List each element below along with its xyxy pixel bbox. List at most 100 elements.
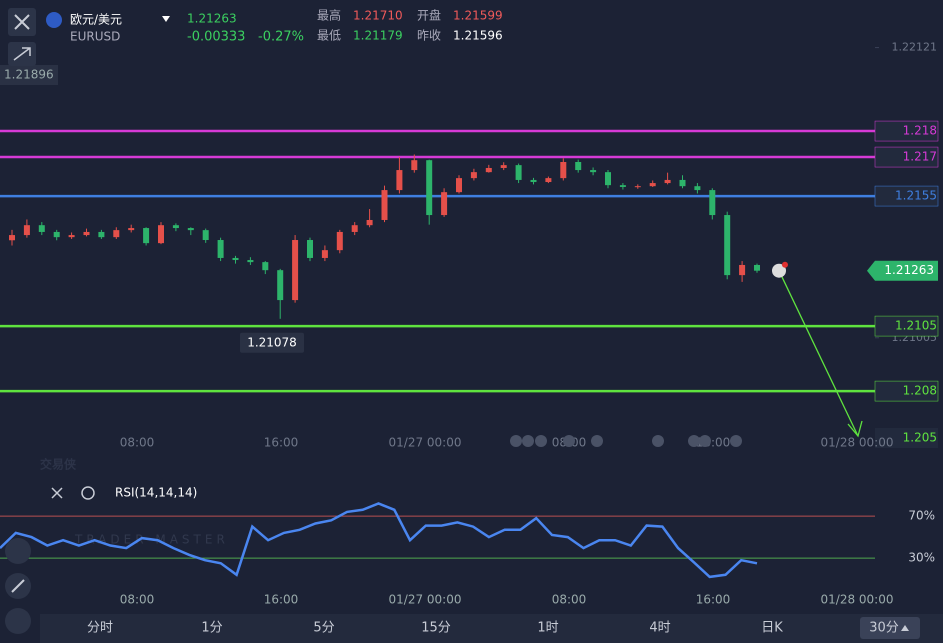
candle-body xyxy=(83,231,90,236)
candle-body xyxy=(366,219,373,226)
candle-body xyxy=(262,262,269,271)
target-arrow xyxy=(778,270,859,437)
tab[interactable]: 日K xyxy=(761,621,783,636)
candle-body xyxy=(470,172,477,179)
candle-body xyxy=(38,225,45,232)
current-price-box xyxy=(867,260,938,281)
stat-label: 最高 xyxy=(317,8,341,23)
candle-body xyxy=(724,215,731,276)
candle-body xyxy=(739,264,746,276)
tab-active[interactable] xyxy=(860,617,920,639)
tab[interactable]: 15分 xyxy=(421,621,451,636)
candle-body xyxy=(232,257,239,261)
symbol-name[interactable]: 欧元/美元 xyxy=(70,13,122,27)
candle-body xyxy=(351,225,358,232)
candle-body xyxy=(485,167,492,173)
rsi-close[interactable] xyxy=(51,487,63,499)
stat-label: 开盘 xyxy=(417,8,441,23)
stat-value: 1.21599 xyxy=(453,9,503,23)
x-tick-label: 16:00 xyxy=(264,436,299,450)
price-chart: 1.221211.210051.2181.2171.21551.21051.20… xyxy=(0,41,939,450)
candle-body xyxy=(158,225,164,244)
collapse-icon xyxy=(13,47,31,61)
tab-bar xyxy=(40,614,943,643)
x-tick-label: 01/28 00:00 xyxy=(821,593,894,607)
x-tick-label: 08:00 xyxy=(120,436,155,450)
candle-body xyxy=(619,185,626,187)
candle-body xyxy=(456,178,462,193)
candle-body xyxy=(143,228,150,244)
cursor-box xyxy=(0,65,58,85)
candle-body xyxy=(247,260,254,263)
rsi-tick-label: 70% xyxy=(908,509,935,523)
candle-body xyxy=(664,179,671,184)
event-dot[interactable] xyxy=(535,435,547,447)
level-label: 1.218 xyxy=(903,124,937,138)
rsi-line xyxy=(0,502,758,579)
rsi-label: RSI(14,14,14) xyxy=(115,486,197,500)
event-dot[interactable] xyxy=(522,435,534,447)
candle-body xyxy=(53,231,60,238)
tab[interactable]: 1分 xyxy=(201,621,222,636)
rsi-panel: RSI(14,14,14) 70% 30% 08:00 16:00 01/27 00:00… xyxy=(0,486,935,607)
x-tick-label: 08:00 xyxy=(552,593,587,607)
chart-tool[interactable] xyxy=(5,538,31,564)
change-pct: -0.27% xyxy=(258,30,304,45)
candle-body xyxy=(292,240,299,301)
event-dot[interactable] xyxy=(563,435,575,447)
tab[interactable]: 4时 xyxy=(649,621,670,636)
level-box xyxy=(874,146,939,168)
arrow-head xyxy=(847,420,863,438)
candle-body xyxy=(679,179,686,187)
candle-body xyxy=(754,264,760,271)
level-label: 1.217 xyxy=(903,150,937,164)
tab-caret xyxy=(901,625,909,631)
x-tick-label: 08:00 xyxy=(120,593,155,607)
watermark-cn: 交易侠 xyxy=(40,457,77,472)
candle-body xyxy=(187,228,194,231)
level-label: 1.208 xyxy=(903,384,937,398)
event-dot[interactable] xyxy=(699,435,711,447)
event-dot[interactable] xyxy=(730,435,742,447)
candle-body xyxy=(307,240,313,258)
change: -0.00333 xyxy=(187,30,245,45)
event-dot[interactable] xyxy=(510,435,522,447)
stat-label: 最低 xyxy=(317,29,341,43)
candle-body xyxy=(68,235,75,238)
rsi-settings[interactable] xyxy=(81,486,95,500)
tab[interactable]: 分时 xyxy=(87,621,113,636)
indicator-tool[interactable] xyxy=(5,608,31,634)
level-label: 1.2155 xyxy=(895,189,937,203)
candle-body xyxy=(649,183,656,187)
tab[interactable]: 30分 xyxy=(869,621,899,636)
candle-body xyxy=(411,160,418,171)
candle-body xyxy=(694,186,701,191)
info-marker[interactable] xyxy=(772,263,786,278)
low-label-box xyxy=(240,332,304,353)
tab[interactable]: 5分 xyxy=(313,621,334,636)
y-tick-label: 1.22121 xyxy=(892,41,938,54)
price: 1.21263 xyxy=(187,12,237,26)
candle-body xyxy=(336,231,343,251)
event-dot[interactable] xyxy=(652,435,664,447)
candle-body xyxy=(560,162,567,179)
dropdown-arrow[interactable] xyxy=(162,16,170,22)
candle-body xyxy=(113,230,120,238)
info-dot xyxy=(782,261,788,268)
candle-body xyxy=(381,190,388,220)
close-icon xyxy=(14,14,30,30)
timeframe-tabs: 分时 1分 5分 15分 1时 4时 日K 30分 xyxy=(40,614,943,643)
low-label: 1.21078 xyxy=(247,335,297,349)
candle-body xyxy=(98,231,105,238)
candle-body xyxy=(321,250,328,258)
event-dot[interactable] xyxy=(688,435,700,447)
candle-body xyxy=(605,172,611,186)
x-tick-label: 01/28 00:00 xyxy=(821,436,894,450)
tab[interactable]: 1时 xyxy=(537,621,558,636)
level-box xyxy=(874,185,939,207)
cursor-price: 1.21896 xyxy=(4,68,54,82)
x-tick-label: 01/27 00:00 xyxy=(389,593,462,607)
event-dot[interactable] xyxy=(591,435,603,447)
candle-body xyxy=(634,186,641,188)
